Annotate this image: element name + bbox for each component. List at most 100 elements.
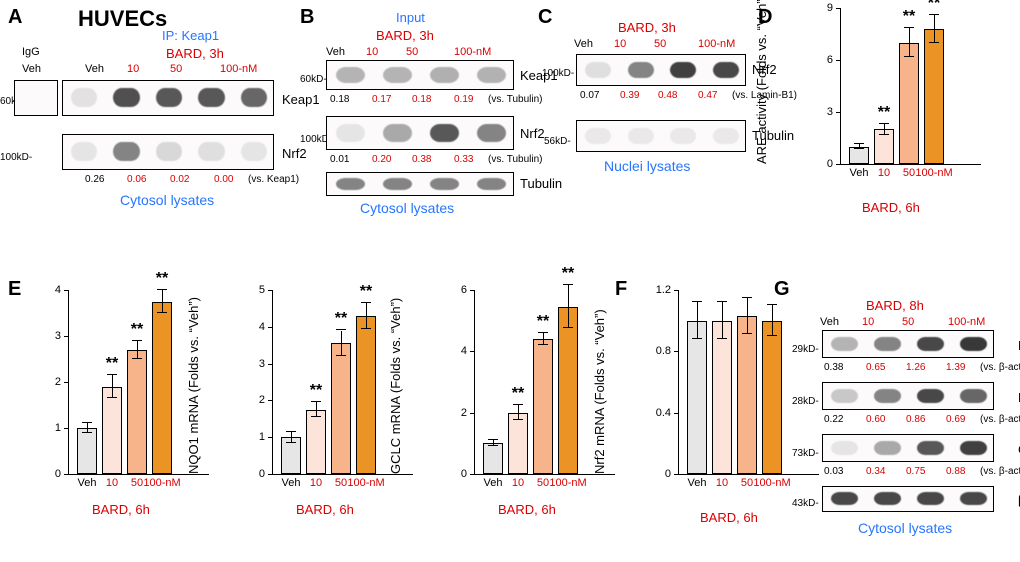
huvecs-label: HUVECs: [78, 6, 167, 32]
significance-stars: **: [310, 382, 322, 400]
x-tick-label: 100-nM: [143, 477, 180, 489]
y-tick-label: 0: [55, 468, 61, 480]
y-tick-label: 6: [461, 284, 467, 296]
lane-header: 50: [654, 38, 666, 50]
significance-stars: **: [156, 270, 168, 288]
row-label: Tubulin: [520, 176, 562, 191]
header-bard-G: BARD, 8h: [866, 298, 924, 313]
quant-value: 0.02: [170, 174, 189, 185]
bar: [687, 321, 707, 474]
quant-value: 0.69: [946, 414, 965, 425]
y-tick-label: 0: [827, 158, 833, 170]
lane-header: 100-nM: [220, 63, 257, 75]
lane-header: Veh: [326, 46, 345, 58]
footer-C: Nuclei lysates: [604, 158, 690, 174]
lane-header: 50: [406, 46, 418, 58]
x-tick-label: 100-nM: [347, 477, 384, 489]
lane-header: 10: [366, 46, 378, 58]
footer-G: Cytosol lysates: [858, 520, 952, 536]
bar: [558, 307, 578, 474]
footer-E: BARD, 6h: [92, 502, 150, 517]
quant-value: 0.06: [127, 174, 146, 185]
x-tick-label: 100-nM: [915, 167, 952, 179]
footer-E: BARD, 6h: [498, 502, 556, 517]
y-tick-label: 0.4: [656, 407, 671, 419]
significance-stars: **: [903, 8, 915, 26]
y-tick-label: 1: [55, 422, 61, 434]
y-axis-title: ARE activity (Folds vs. “Veh”): [754, 0, 769, 164]
y-tick-label: 0: [461, 468, 467, 480]
blot-HO1: [822, 330, 994, 358]
x-tick-label: 50: [741, 477, 753, 489]
blot-igg: [14, 80, 58, 116]
blot-Keap1: [326, 60, 514, 90]
quant-value: 0.38: [824, 362, 843, 373]
igg-label: IgG: [22, 46, 40, 58]
blot-GCLC: [822, 434, 994, 462]
x-tick-label: 10: [310, 477, 322, 489]
lane-header: 10: [862, 316, 874, 328]
blot-Keap1: [62, 80, 274, 116]
lane-header: Veh: [820, 316, 839, 328]
panel-letter-C: C: [538, 6, 552, 29]
x-tick-label: 50: [537, 477, 549, 489]
bar: [306, 410, 326, 474]
bar: [533, 339, 553, 474]
mw-marker: 29kD-: [792, 344, 819, 355]
mw-marker: 100kD-: [0, 152, 32, 163]
y-tick-label: 4: [55, 284, 61, 296]
significance-stars: **: [878, 104, 890, 122]
y-tick-label: 3: [827, 106, 833, 118]
quant-value: 0.39: [620, 90, 639, 101]
y-axis-title: NQO1 mRNA (Folds vs. “Veh”): [186, 297, 201, 474]
lane-header: Veh: [574, 38, 593, 50]
quant-label: (vs. Tubulin): [488, 94, 542, 105]
quant-value: 0.18: [330, 94, 349, 105]
significance-stars: **: [335, 310, 347, 328]
mw-marker: 73kD-: [792, 448, 819, 459]
lane-header: 100-nM: [454, 46, 491, 58]
bar: [737, 316, 757, 474]
footer-D: BARD, 6h: [862, 200, 920, 215]
y-tick-label: 3: [259, 358, 265, 370]
blot-Nrf2: [62, 134, 274, 170]
quant-value: 0.19: [454, 94, 473, 105]
quant-value: 1.39: [946, 362, 965, 373]
lane-header: 50: [170, 63, 182, 75]
y-axis-title: Nrf2 mRNA (Folds vs. “Veh”): [592, 309, 607, 474]
quant-value: 0.65: [866, 362, 885, 373]
bar: [924, 29, 944, 164]
quant-value: 0.38: [412, 154, 431, 165]
quant-label: (vs. β-actin): [980, 466, 1020, 477]
quant-value: 0.00: [214, 174, 233, 185]
significance-stars: **: [537, 313, 549, 331]
quant-value: 0.07: [580, 90, 599, 101]
row-label: Keap1: [282, 92, 320, 107]
bar: [899, 43, 919, 164]
x-tick-label: Veh: [688, 477, 707, 489]
mw-marker: 56kD-: [544, 136, 571, 147]
mw-marker: 43kD-: [792, 498, 819, 509]
lane-header: 10: [127, 63, 139, 75]
quant-value: 0.47: [698, 90, 717, 101]
y-tick-label: 9: [827, 2, 833, 14]
significance-stars: **: [360, 283, 372, 301]
header-bard-B: BARD, 3h: [376, 28, 434, 43]
significance-stars: **: [928, 0, 940, 13]
blot-Tubulin: [576, 120, 746, 152]
y-tick-label: 3: [55, 330, 61, 342]
quant-value: 0.22: [824, 414, 843, 425]
lane-header: Veh: [85, 63, 104, 75]
quant-value: 0.86: [906, 414, 925, 425]
blot-NQO1: [822, 382, 994, 410]
row-label: Nrf2: [520, 126, 545, 141]
header-bard-C: BARD, 3h: [618, 20, 676, 35]
blot-b-actin: [822, 486, 994, 512]
significance-stars: **: [106, 355, 118, 373]
quant-label: (vs. Tubulin): [488, 154, 542, 165]
blot-Nrf2: [326, 116, 514, 150]
quant-value: 1.26: [906, 362, 925, 373]
mw-marker: 60kD-: [300, 74, 327, 85]
x-tick-label: 100-nM: [549, 477, 586, 489]
x-tick-label: Veh: [282, 477, 301, 489]
